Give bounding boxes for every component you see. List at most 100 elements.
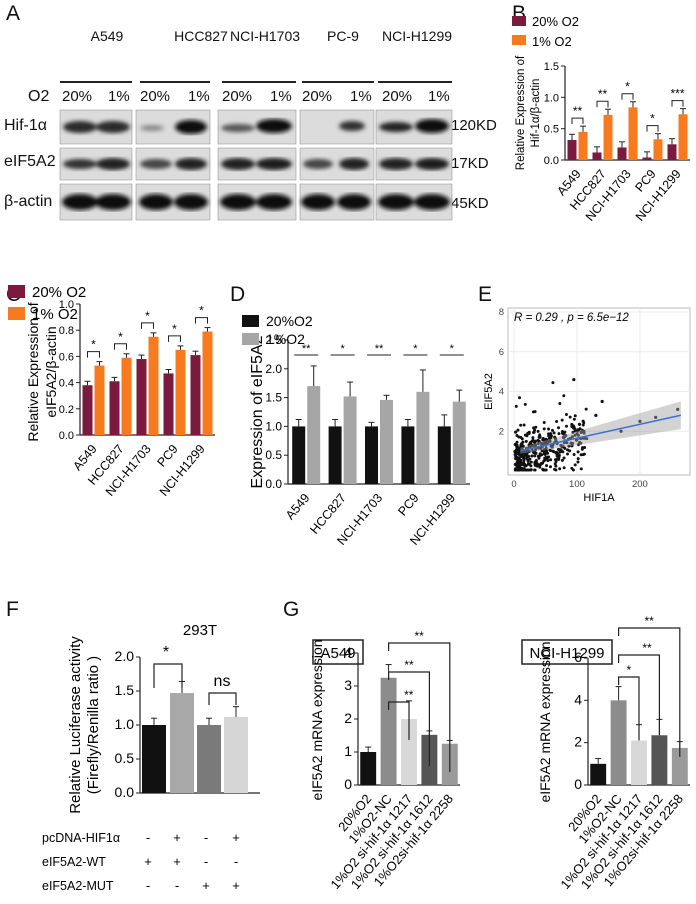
y-tick-label: 0.4: [59, 378, 74, 390]
scatter-point: [533, 428, 537, 432]
cell-line-title: NCI-H1299: [529, 645, 604, 662]
significance-bracket: [208, 692, 237, 705]
significance-bracket: [571, 117, 584, 125]
legend-swatch: [242, 315, 259, 327]
scatter-point: [520, 445, 524, 449]
blot-cell-line: PC-9: [327, 28, 359, 44]
scatter-point: [516, 449, 520, 453]
legend-label: 20%O2: [266, 313, 313, 329]
scatter-point: [563, 430, 567, 434]
condition-mark: +: [173, 854, 181, 869]
panel-letter-g: G: [283, 598, 300, 621]
y-tick-label: 1: [344, 743, 352, 759]
significance-label: **: [415, 629, 425, 643]
scatter-point: [582, 431, 586, 435]
confidence-band: [520, 401, 681, 454]
condition-label: 20%: [222, 88, 253, 105]
scatter-point: [568, 415, 572, 419]
bar-20-o2: [401, 426, 415, 484]
y-tick-label: 0.5: [115, 750, 135, 766]
y-tick-label: 0: [574, 776, 582, 792]
blot-underlines: [60, 81, 452, 83]
scatter-point: [572, 417, 576, 421]
significance-label: **: [645, 614, 655, 628]
scatter-point: [543, 449, 547, 453]
significance-bracket: [618, 627, 681, 757]
scatter-point: [536, 462, 540, 466]
y-tick-label: 4: [344, 644, 352, 660]
blot-kd-label: 17KD: [451, 155, 489, 172]
significance-label: **: [375, 343, 384, 355]
scatter-point: [548, 439, 552, 443]
luciferase-bar: [170, 693, 194, 793]
scatter-point: [549, 432, 553, 436]
scatter-point: [576, 457, 580, 461]
bar-20o2: [667, 144, 677, 160]
scatter-point: [576, 460, 580, 464]
significance-label: **: [404, 658, 414, 672]
y-tick-label: 1.0: [115, 716, 135, 732]
blot-row-label: Hif-1α: [4, 117, 48, 134]
scatter-point: [515, 433, 519, 437]
legend-label: 20% O2: [532, 14, 579, 29]
scatter-point: [579, 430, 583, 434]
scatter-point: [594, 413, 598, 417]
condition-row-label: eIF5A2-WT: [42, 855, 106, 869]
cell-line-box: [521, 639, 613, 665]
y-tick-label: 0.8: [59, 325, 74, 337]
significance-label: **: [302, 343, 311, 355]
legend-swatch: [242, 333, 259, 345]
scatter-point: [561, 431, 565, 435]
scatter-point: [550, 428, 554, 432]
scatter-point: [524, 464, 528, 468]
scatter-point: [538, 452, 542, 456]
scatter-point: [542, 459, 546, 463]
x-tick-label: 200: [632, 479, 648, 490]
y-tick-label: 1.0: [265, 419, 282, 433]
scatter-point: [676, 407, 680, 411]
y-axis-label: Hif-1α/β-actin: [530, 79, 542, 148]
scatter-point: [529, 460, 533, 464]
significance-label: *: [91, 338, 96, 352]
cell-line-box: [312, 639, 364, 665]
condition-mark: -: [204, 854, 208, 869]
scatter-point: [546, 451, 550, 455]
scatter-point: [528, 457, 532, 461]
bar-20o2: [617, 147, 627, 160]
panel-letter-d: D: [230, 283, 246, 306]
scatter-point: [519, 423, 523, 427]
blot-row-label: eIF5A2: [4, 153, 56, 170]
condition-label: 1%: [428, 88, 450, 105]
scatter-point: [562, 466, 566, 470]
y-tick-label: 2.5: [265, 333, 282, 347]
bar-1o2: [578, 131, 588, 160]
legend-label: 1% O2: [532, 34, 572, 49]
panel-letter-a: A: [6, 2, 21, 25]
scatter-point: [638, 419, 642, 423]
y-tick-label: 6: [574, 649, 582, 665]
scatter-point: [566, 448, 570, 452]
scatter-point: [579, 467, 583, 471]
significance-bracket: [618, 676, 640, 740]
y-tick-label: 0.5: [544, 124, 559, 136]
scatter-point: [581, 423, 585, 427]
scatter-point: [516, 428, 520, 432]
blot-cell-line: HCC827: [174, 28, 228, 44]
scatter-point: [553, 467, 557, 471]
significance-label: ***: [670, 87, 684, 101]
scatter-point: [619, 429, 623, 433]
luciferase-bar: [142, 725, 166, 793]
scatter-point: [545, 464, 549, 468]
scatter-point: [543, 456, 547, 460]
bar-1o2: [121, 357, 132, 435]
scatter-point: [532, 430, 536, 434]
y-axis-label: eIF5A2 mRNA expression: [309, 639, 325, 800]
y-tick-label: 0: [344, 776, 352, 792]
condition-row-label: eIF5A2-MUT: [42, 879, 114, 893]
y-tick-label: 2: [574, 734, 582, 750]
scatter-point: [543, 452, 547, 456]
condition-mark: -: [146, 878, 150, 893]
